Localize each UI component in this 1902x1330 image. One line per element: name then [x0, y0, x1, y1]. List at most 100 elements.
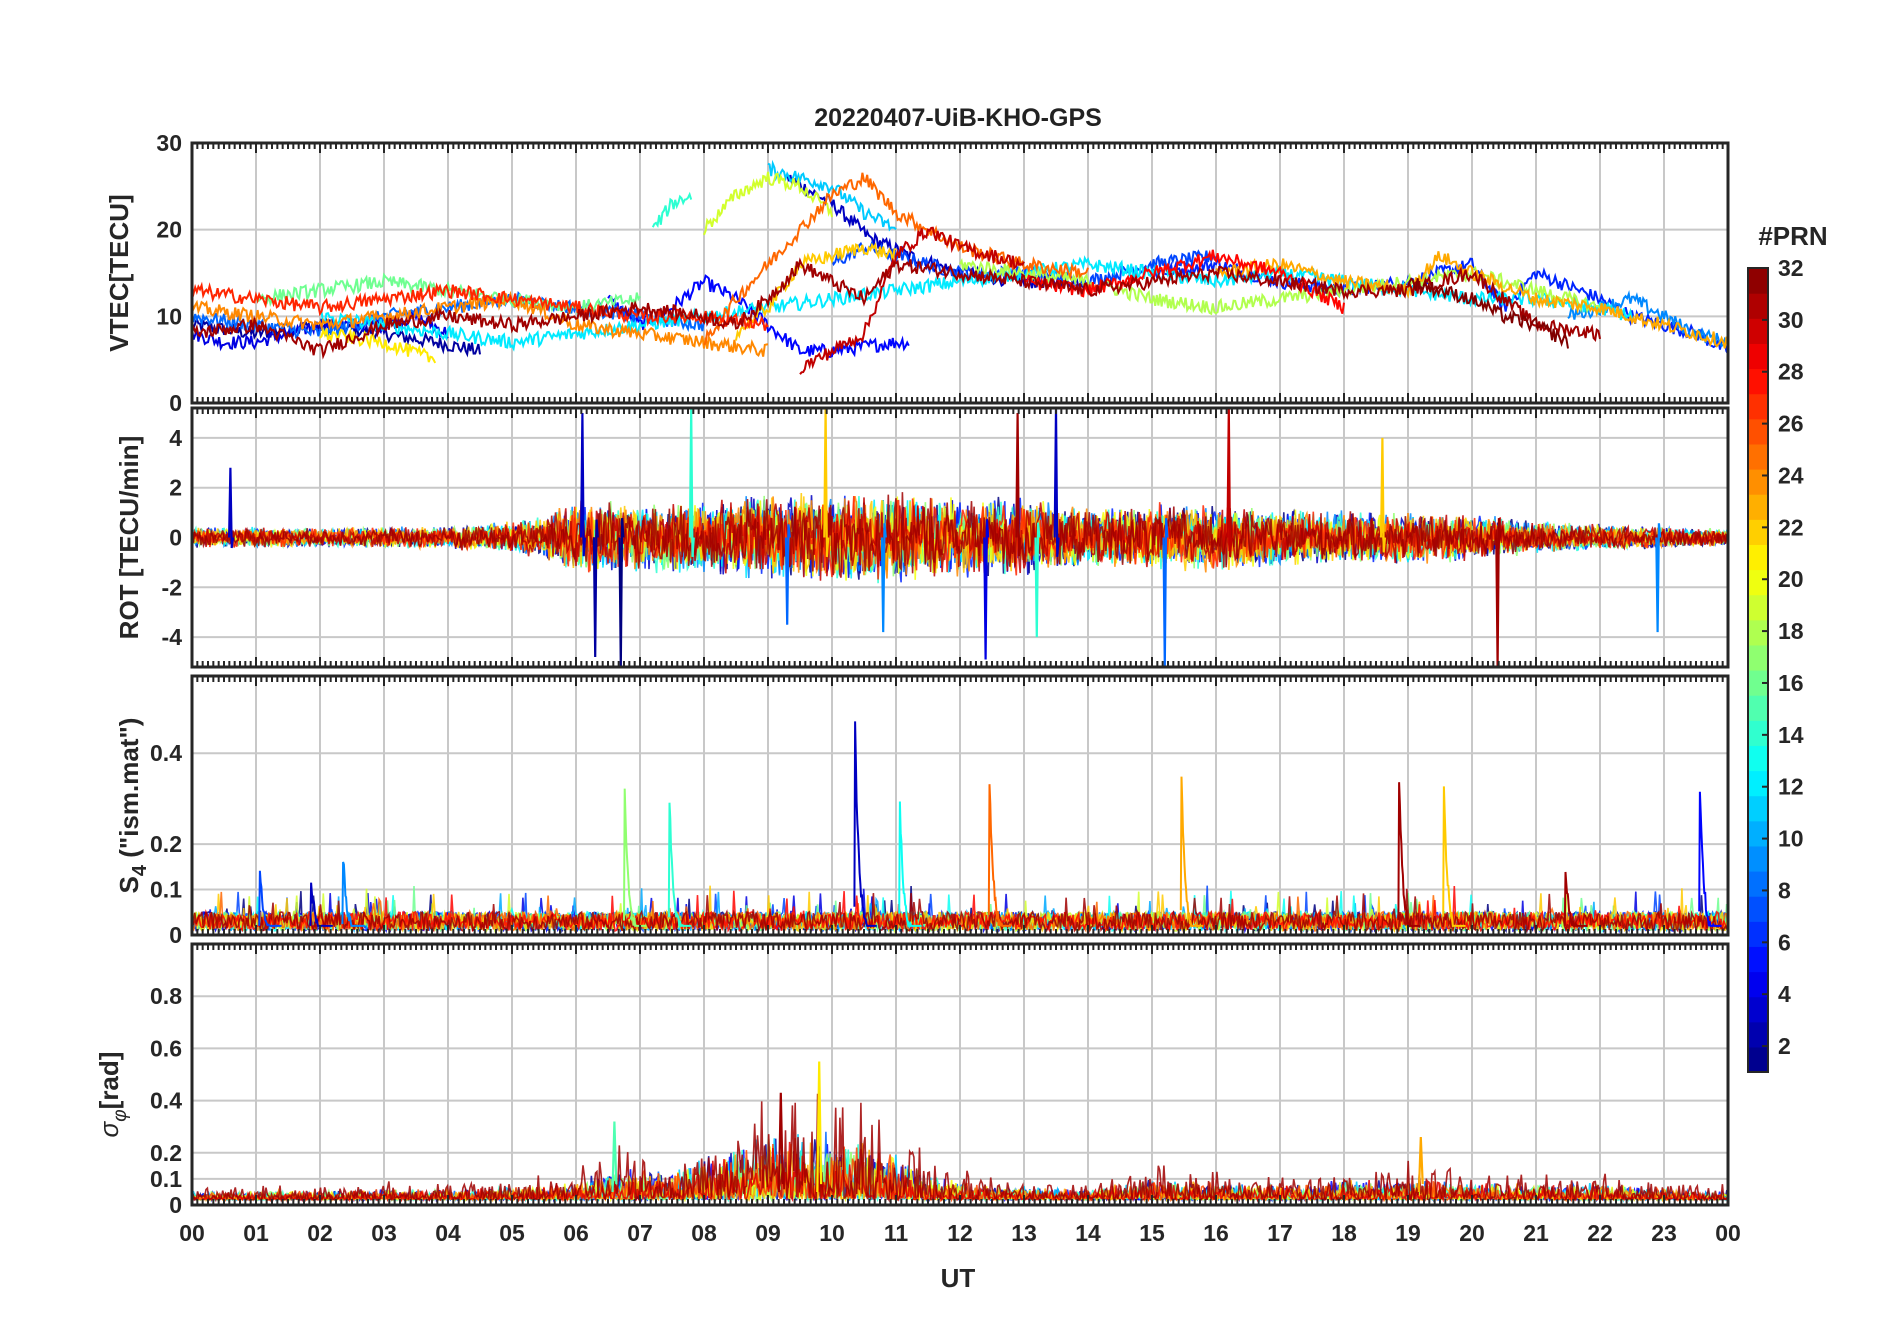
rot-y-axis-label: ROT [TECU/min] — [114, 436, 144, 640]
colorbar-swatch — [1748, 644, 1768, 671]
colorbar-swatch — [1748, 845, 1768, 872]
s4-y-axis-label-rest: ("ism.mat") — [114, 718, 144, 865]
s4-ytick-label: 0 — [169, 922, 182, 948]
rot-spike — [784, 524, 791, 625]
sigma-y-axis-label-main: σ — [94, 1120, 124, 1137]
x-tick-label: 06 — [563, 1220, 589, 1246]
colorbar-border — [1747, 267, 1769, 1073]
colorbar-tick-label: 28 — [1778, 359, 1804, 385]
colorbar-swatch — [1748, 544, 1768, 571]
colorbar-tick-label: 8 — [1778, 877, 1791, 903]
s4-y-axis-label-sub: 4 — [129, 864, 151, 876]
rot-spike — [1034, 522, 1041, 638]
rot-spike — [823, 408, 830, 557]
colorbar-swatch — [1748, 871, 1768, 897]
s4-burst — [1563, 871, 1588, 927]
colorbar-tick-label: 22 — [1778, 514, 1804, 540]
panel-rot: -4 -2 0 2 4 ROT [TECU/min] — [114, 406, 1730, 669]
x-tick-label: 00 — [179, 1220, 205, 1246]
vtec-y-axis-label: VTEC[TECU] — [104, 194, 134, 351]
colorbar-swatch — [1748, 1021, 1768, 1048]
s4-ytick-label: 0.2 — [150, 831, 182, 857]
rot-spike — [580, 412, 587, 557]
colorbar-swatch — [1748, 921, 1768, 947]
panel-sigma-phi: 00.10.2 0.4 0.6 0.8 σφ[rad] — [94, 942, 1730, 1218]
colorbar-swatch — [1748, 569, 1768, 596]
rot-spike — [592, 519, 599, 658]
vtec-series-prn-30 — [799, 226, 1025, 375]
colorbar-tick-label: 30 — [1778, 307, 1804, 333]
s4-burst — [1397, 782, 1421, 927]
sigma-ytick-label: 0 — [169, 1192, 182, 1218]
colorbar-swatch — [1748, 443, 1768, 470]
sigma-y-axis-label-sub: φ — [110, 1109, 131, 1121]
vtec-series-prn-23 — [1215, 251, 1728, 349]
s4-burst — [309, 882, 333, 927]
colorbar-swatch — [1748, 670, 1768, 696]
x-tick-label: 22 — [1587, 1220, 1613, 1246]
s4-burst — [1442, 786, 1466, 927]
s4-ytick-label: 0.4 — [150, 740, 182, 766]
x-tick-label: 07 — [627, 1220, 653, 1246]
x-tick-label: 18 — [1331, 1220, 1357, 1246]
vtec-ytick-label: 20 — [156, 217, 182, 243]
colorbar-tick-label: 10 — [1778, 826, 1804, 852]
s4-burst — [987, 784, 1012, 927]
colorbar-swatch — [1748, 594, 1768, 621]
colorbar-tick-label: 12 — [1778, 774, 1804, 800]
x-tick-label: 00 — [1715, 1220, 1741, 1246]
rot-spike — [618, 518, 625, 667]
vtec-series-prn-32 — [1407, 277, 1569, 349]
sigma-spike — [777, 1092, 784, 1193]
vtec-series-prn-21 — [319, 326, 437, 364]
s4-burst — [258, 870, 282, 927]
colorbar-swatch — [1748, 896, 1768, 922]
colorbar-swatch — [1748, 770, 1768, 797]
rot-ytick-label: 0 — [169, 525, 182, 551]
vtec-series-prn-27 — [192, 281, 769, 331]
colorbar-swatch — [1748, 494, 1768, 520]
x-tick-label: 03 — [371, 1220, 397, 1246]
x-tick-label: 10 — [819, 1220, 845, 1246]
sigma-ytick-label: 0.2 — [150, 1140, 182, 1166]
rot-spike — [228, 467, 235, 549]
x-tick-label: 11 — [884, 1220, 909, 1246]
colorbar-tick-label: 4 — [1778, 981, 1791, 1007]
panel-s4: 00.10.20.4S4 ("ism.mat") — [114, 674, 1730, 948]
s4-y-axis-label-main: S — [114, 876, 144, 893]
sigma-ytick-label: 0.1 — [150, 1166, 182, 1192]
x-tick-label: 02 — [307, 1220, 333, 1246]
rot-spike — [983, 519, 990, 660]
s4-burst — [623, 788, 647, 928]
rot-ytick-label: -4 — [162, 624, 183, 650]
s4-burst — [667, 802, 692, 927]
colorbar-tick-label: 14 — [1778, 722, 1804, 748]
vtec-series-prn-31 — [192, 257, 1601, 360]
colorbar-swatch — [1748, 293, 1768, 319]
colorbar-tick-label: 32 — [1778, 255, 1804, 281]
rot-spike — [1226, 408, 1233, 557]
colorbar-swatch — [1748, 996, 1768, 1023]
x-tick-label: 15 — [1139, 1220, 1165, 1246]
rot-spike — [880, 523, 887, 633]
s4-y-axis-label: S4 ("ism.mat") — [114, 718, 151, 894]
colorbar-tick-label: 24 — [1778, 462, 1804, 488]
vtec-series-prn-18 — [959, 257, 1601, 316]
rot-spike — [688, 408, 695, 557]
colorbar-swatch — [1748, 1046, 1768, 1073]
x-tick-label: 09 — [755, 1220, 781, 1246]
rot-spike — [1015, 412, 1022, 557]
colorbar-tick-label: 20 — [1778, 566, 1804, 592]
colorbar-swatch — [1748, 745, 1768, 772]
s4-burst — [898, 801, 922, 930]
colorbar-tick-label: 18 — [1778, 618, 1804, 644]
sigma-ytick-label: 0.6 — [150, 1035, 182, 1061]
rot-ytick-label: -2 — [162, 574, 182, 600]
rot-spike — [1495, 518, 1502, 667]
x-tick-label: 01 — [243, 1220, 269, 1246]
x-axis: 00 01 02 03 04 05 06 07 08 09 10 11 12 13 14 15 16 17 18 19… — [179, 1220, 1741, 1246]
s4-burst — [1698, 791, 1722, 927]
x-tick-label: 21 — [1523, 1220, 1549, 1246]
